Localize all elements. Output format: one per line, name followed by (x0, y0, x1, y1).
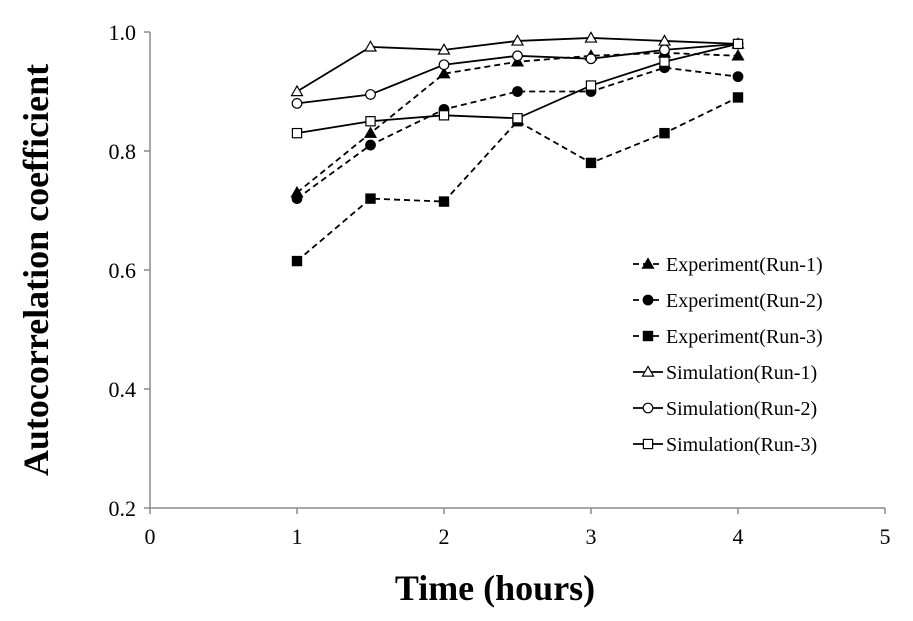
legend-marker (642, 438, 654, 450)
series-2 (291, 62, 744, 205)
data-point (365, 193, 376, 204)
data-point (732, 38, 744, 50)
data-point (438, 59, 450, 71)
x-axis-title: Time (hours) (395, 568, 595, 608)
data-point (291, 97, 303, 109)
y-ticks: 0.2 0.4 0.6 0.8 1.0 (109, 20, 150, 521)
legend-marker (642, 402, 654, 414)
data-point (363, 40, 378, 52)
data-point (363, 126, 378, 138)
legend-label: Simulation(Run-3) (666, 434, 817, 456)
legend-item: Experiment(Run-3) (633, 326, 823, 348)
x-tick-label: 4 (733, 524, 744, 549)
x-tick-label: 2 (439, 524, 450, 549)
y-tick-label: 1.0 (109, 20, 137, 45)
legend-label: Experiment(Run-2) (666, 290, 823, 312)
y-tick-label: 0.2 (109, 496, 137, 521)
legend-item: Experiment(Run-1) (633, 254, 823, 276)
data-point (365, 116, 376, 127)
data-point (732, 92, 744, 103)
data-point (585, 80, 597, 91)
legend: Experiment(Run-1) Experiment(Run-2) Experi… (633, 254, 823, 456)
data-point (291, 127, 303, 139)
data-point (438, 110, 450, 121)
data-point (659, 127, 670, 139)
x-tick-label: 1 (292, 524, 303, 549)
data-point (585, 157, 597, 169)
data-point (512, 113, 523, 124)
series-6 (291, 38, 744, 139)
data-point (659, 56, 670, 67)
legend-label: Experiment(Run-3) (666, 326, 823, 348)
y-tick-label: 0.4 (109, 377, 137, 402)
y-axis-title: Autocorrelation coefficient (16, 64, 56, 476)
legend-marker (641, 365, 655, 377)
data-point (731, 49, 745, 61)
legend-marker (642, 294, 654, 306)
legend-item: Experiment(Run-2) (633, 290, 823, 312)
legend-item: Simulation(Run-3) (633, 434, 817, 456)
x-tick-label: 3 (586, 524, 597, 549)
data-point (290, 84, 304, 97)
legend-label: Simulation(Run-1) (666, 362, 817, 384)
plot-area (290, 31, 745, 267)
y-tick-label: 0.6 (109, 258, 137, 283)
data-point (512, 50, 523, 62)
legend-item: Simulation(Run-1) (633, 362, 817, 384)
legend-label: Simulation(Run-2) (666, 398, 817, 420)
y-tick-label: 0.8 (109, 139, 137, 164)
legend-marker (642, 330, 654, 342)
data-point (732, 71, 744, 83)
legend-item: Simulation(Run-2) (633, 398, 817, 420)
x-ticks: 0 1 2 3 4 5 (145, 508, 891, 549)
data-point (584, 31, 598, 43)
data-point (365, 89, 376, 100)
data-point (438, 196, 450, 207)
data-point (437, 66, 451, 79)
data-point (365, 139, 376, 151)
data-point (291, 255, 303, 267)
data-point (585, 53, 597, 65)
x-tick-label: 5 (880, 524, 891, 549)
legend-label: Experiment(Run-1) (666, 254, 823, 276)
data-point (659, 44, 670, 56)
series-5 (291, 38, 744, 109)
data-point (291, 193, 303, 205)
legend-marker (641, 257, 655, 269)
data-point (512, 86, 523, 97)
data-point (510, 34, 525, 46)
data-point (437, 43, 451, 55)
x-tick-label: 0 (145, 524, 156, 549)
